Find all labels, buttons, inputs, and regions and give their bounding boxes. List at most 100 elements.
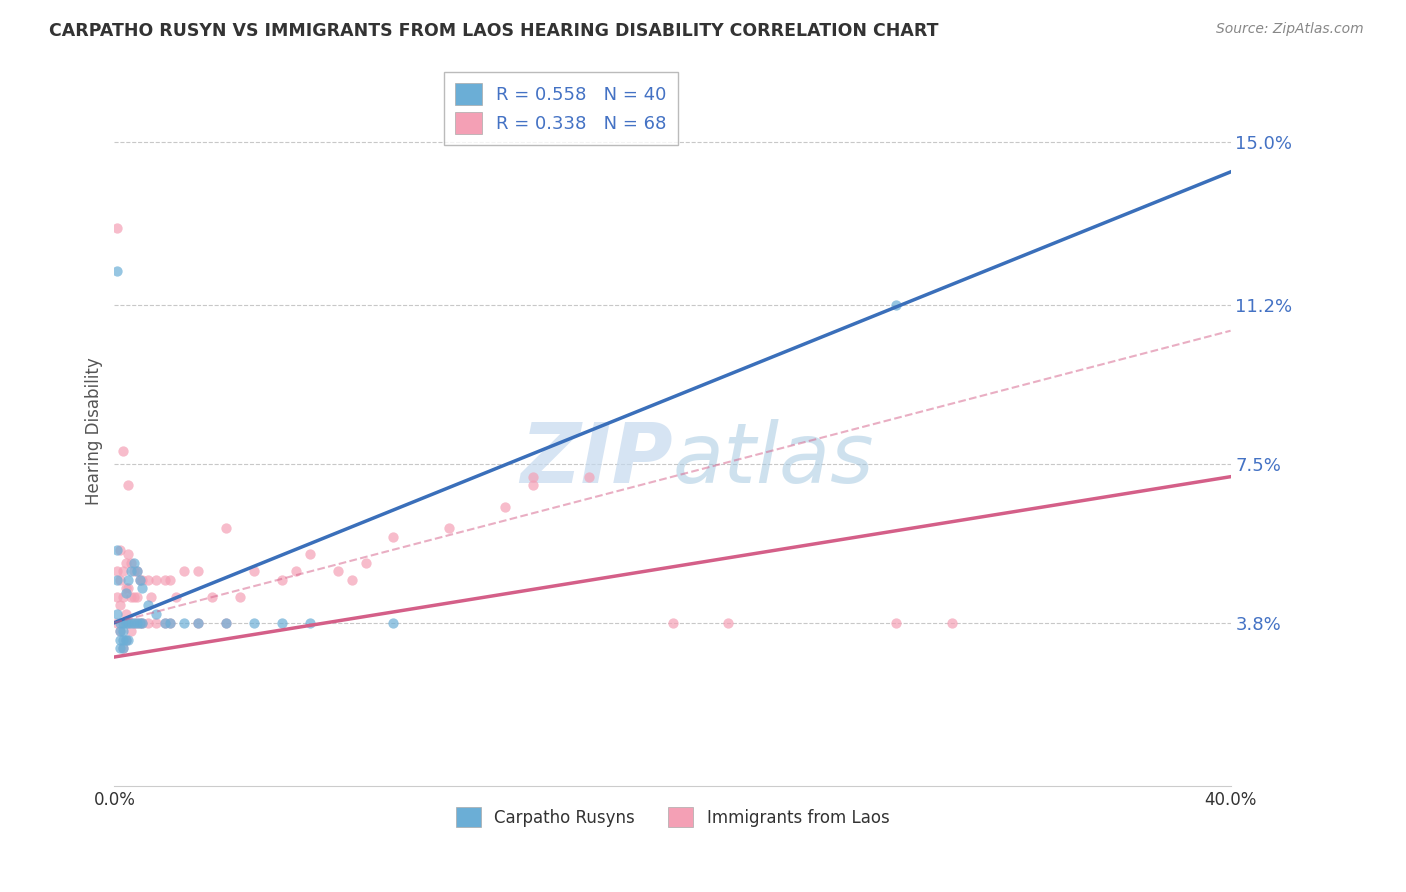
Point [145, 573, 167, 587]
Point [120, 564, 142, 578]
Point [173, 564, 195, 578]
Point [284, 564, 307, 578]
Point [131, 573, 153, 587]
Point [173, 615, 195, 630]
Point [114, 582, 136, 596]
Text: atlas: atlas [672, 419, 875, 500]
Point [111, 641, 134, 656]
Point [153, 573, 176, 587]
Legend: Carpatho Rusyns, Immigrants from Laos: Carpatho Rusyns, Immigrants from Laos [449, 800, 896, 834]
Text: ZIP: ZIP [520, 419, 672, 500]
Point [117, 478, 139, 492]
Point [117, 632, 139, 647]
Point [187, 615, 209, 630]
Point [108, 624, 131, 639]
Point [105, 615, 128, 630]
Point [111, 615, 134, 630]
Point [270, 615, 292, 630]
Point [120, 615, 142, 630]
Point [120, 556, 142, 570]
Point [136, 599, 159, 613]
Point [114, 556, 136, 570]
Point [128, 573, 150, 587]
Point [578, 469, 600, 483]
Point [128, 615, 150, 630]
Point [111, 564, 134, 578]
Point [884, 615, 907, 630]
Point [717, 615, 740, 630]
Point [120, 624, 142, 639]
Point [522, 469, 544, 483]
Point [136, 573, 159, 587]
Point [884, 298, 907, 312]
Point [270, 573, 292, 587]
Point [159, 615, 181, 630]
Point [187, 564, 209, 578]
Point [108, 599, 131, 613]
Point [145, 607, 167, 621]
Point [215, 521, 238, 535]
Point [108, 624, 131, 639]
Point [105, 220, 128, 235]
Point [153, 615, 176, 630]
Point [108, 632, 131, 647]
Point [105, 542, 128, 557]
Point [298, 615, 321, 630]
Point [494, 500, 516, 514]
Point [215, 615, 238, 630]
Point [114, 632, 136, 647]
Point [117, 582, 139, 596]
Point [125, 564, 148, 578]
Point [120, 590, 142, 604]
Point [117, 547, 139, 561]
Point [105, 590, 128, 604]
Point [354, 556, 377, 570]
Point [111, 590, 134, 604]
Point [122, 615, 145, 630]
Point [187, 615, 209, 630]
Point [439, 521, 461, 535]
Point [131, 615, 153, 630]
Point [111, 641, 134, 656]
Text: Source: ZipAtlas.com: Source: ZipAtlas.com [1216, 22, 1364, 37]
Point [229, 590, 252, 604]
Point [122, 615, 145, 630]
Point [105, 573, 128, 587]
Point [326, 564, 349, 578]
Y-axis label: Hearing Disability: Hearing Disability [86, 358, 103, 506]
Point [145, 615, 167, 630]
Point [117, 615, 139, 630]
Point [108, 615, 131, 630]
Point [114, 585, 136, 599]
Point [165, 590, 187, 604]
Point [108, 573, 131, 587]
Point [111, 444, 134, 458]
Point [105, 263, 128, 277]
Point [941, 615, 963, 630]
Point [117, 573, 139, 587]
Point [122, 556, 145, 570]
Point [215, 615, 238, 630]
Point [298, 547, 321, 561]
Point [111, 615, 134, 630]
Point [105, 607, 128, 621]
Point [114, 632, 136, 647]
Point [131, 615, 153, 630]
Point [105, 564, 128, 578]
Point [159, 573, 181, 587]
Point [340, 573, 363, 587]
Point [117, 615, 139, 630]
Point [114, 607, 136, 621]
Point [125, 615, 148, 630]
Point [122, 590, 145, 604]
Point [139, 590, 162, 604]
Point [136, 615, 159, 630]
Point [114, 615, 136, 630]
Point [111, 624, 134, 639]
Point [125, 615, 148, 630]
Point [661, 615, 683, 630]
Point [159, 615, 181, 630]
Point [382, 615, 405, 630]
Point [128, 615, 150, 630]
Point [125, 564, 148, 578]
